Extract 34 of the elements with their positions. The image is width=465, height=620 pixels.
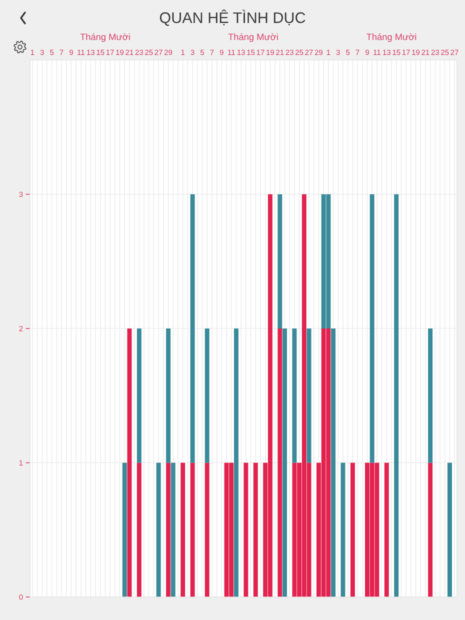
text: Tháng Mười (228, 33, 278, 42)
bar (428, 328, 433, 463)
bar (190, 194, 195, 463)
bar (384, 462, 389, 597)
bar (370, 194, 374, 463)
chart-title: QUAN HỆ TÌNH DỤC (160, 10, 306, 26)
bar (166, 328, 171, 463)
bar (170, 462, 176, 597)
bar (136, 462, 142, 597)
bar (180, 462, 186, 597)
bar (447, 462, 452, 597)
bar (204, 328, 210, 463)
bar (282, 328, 287, 597)
bar (340, 462, 346, 597)
bar (306, 328, 312, 463)
bar (166, 462, 171, 597)
bar (350, 462, 355, 597)
bar (127, 328, 132, 597)
bar (292, 328, 297, 463)
bar (278, 194, 282, 328)
bar (278, 328, 282, 597)
bar (331, 328, 336, 597)
bar (394, 194, 399, 597)
bar (204, 462, 210, 597)
bar (156, 462, 161, 597)
bar (136, 328, 142, 463)
bar (253, 462, 258, 597)
bar (234, 328, 238, 597)
bar (244, 462, 248, 597)
bar (122, 462, 127, 597)
text: Tháng Mười (80, 33, 130, 42)
bar (190, 462, 195, 597)
text: Tháng Mười (366, 33, 416, 42)
bar (428, 462, 433, 597)
